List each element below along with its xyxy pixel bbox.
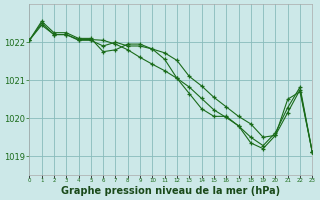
X-axis label: Graphe pression niveau de la mer (hPa): Graphe pression niveau de la mer (hPa) bbox=[61, 186, 280, 196]
